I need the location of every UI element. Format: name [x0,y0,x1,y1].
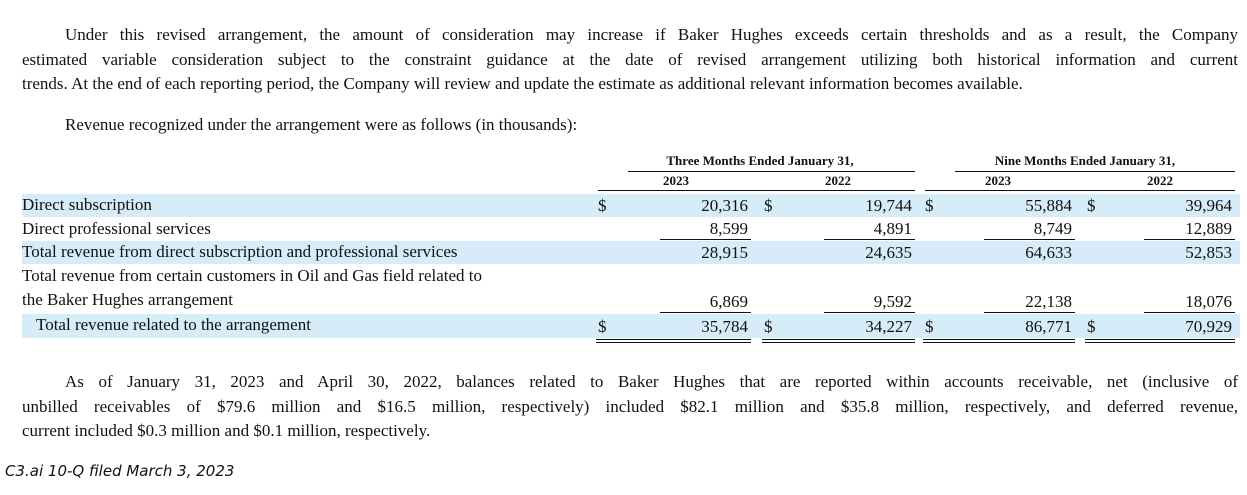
value: 8,749 [1033,219,1072,238]
double-rule [923,342,1075,343]
paragraph-line: trends. At the end of each reporting per… [22,74,1023,93]
value: 19,744 [865,196,912,215]
value: 28,915 [701,243,748,262]
currency-symbol: $ [925,317,934,336]
value: 8,599 [709,219,748,238]
double-rule [1085,342,1235,343]
value: 70,929 [1185,317,1232,336]
value: 24,635 [865,243,912,262]
paragraph-line: unbilled receivables of $79.6 million an… [22,396,1238,416]
value: 64,633 [1025,243,1072,262]
row-label: the Baker Hughes arrangement [22,290,233,309]
year-header: 2023 [985,173,1011,188]
value: 20,316 [701,196,748,215]
paragraph-line: current included $0.3 million and $0.1 m… [22,421,431,440]
paragraph-line: Revenue recognized under the arrangement… [65,115,578,134]
total-rule [660,239,751,240]
row-label: Total revenue from direct subscription a… [22,242,458,261]
header-rule [598,190,915,191]
value: 22,138 [1025,292,1072,311]
footer: C3.ai 10-Q filed March 3, 2023 [5,462,235,480]
column-group-header: Three Months Ended January 31, [666,153,854,168]
value: 34,227 [865,317,912,336]
currency-symbol: $ [764,196,773,215]
value: 4,891 [873,219,912,238]
currency-symbol: $ [598,317,607,336]
value: 18,076 [1185,292,1232,311]
value: 52,853 [1185,243,1232,262]
row-label: Total revenue from certain customers in … [22,266,483,285]
year-header: 2022 [825,173,851,188]
column-group-header: Nine Months Ended January 31, [994,153,1176,168]
double-rule [762,342,915,343]
currency-symbol: $ [598,196,607,215]
currency-symbol: $ [764,317,773,336]
total-rule [1144,239,1235,240]
header-rule [955,171,1235,172]
currency-symbol: $ [1087,317,1096,336]
double-rule [762,339,915,340]
currency-symbol: $ [925,196,934,215]
value: 86,771 [1025,317,1072,336]
year-header: 2022 [1147,173,1173,188]
double-rule [923,339,1075,340]
value: 6,869 [709,292,748,311]
double-rule [596,339,751,340]
header-rule [628,171,915,172]
row-label: Direct subscription [22,195,152,214]
value: 55,884 [1025,196,1072,215]
total-rule [984,239,1075,240]
total-rule [984,312,1075,313]
total-rule [824,239,915,240]
value: 35,784 [701,317,748,336]
value: 12,889 [1185,219,1232,238]
total-rule [824,312,915,313]
row-label: Total revenue related to the arrangement [36,315,311,334]
double-rule [596,342,751,343]
paragraph-line: Under this revised arrangement, the amou… [65,25,1238,44]
table-row [22,314,1240,338]
total-rule [1144,312,1235,313]
currency-symbol: $ [1087,196,1096,215]
paragraph-line: estimated variable consideration subject… [22,49,1238,69]
row-label: Direct professional services [22,219,211,238]
total-rule [660,312,751,313]
double-rule [1085,339,1235,340]
paragraph-line: As of January 31, 2023 and April 30, 202… [65,372,1238,391]
table-row [22,241,1240,264]
value: 39,964 [1185,196,1232,215]
header-rule [925,190,1235,191]
year-header: 2023 [663,173,689,188]
value: 9,592 [873,292,912,311]
table-row [22,194,1240,217]
